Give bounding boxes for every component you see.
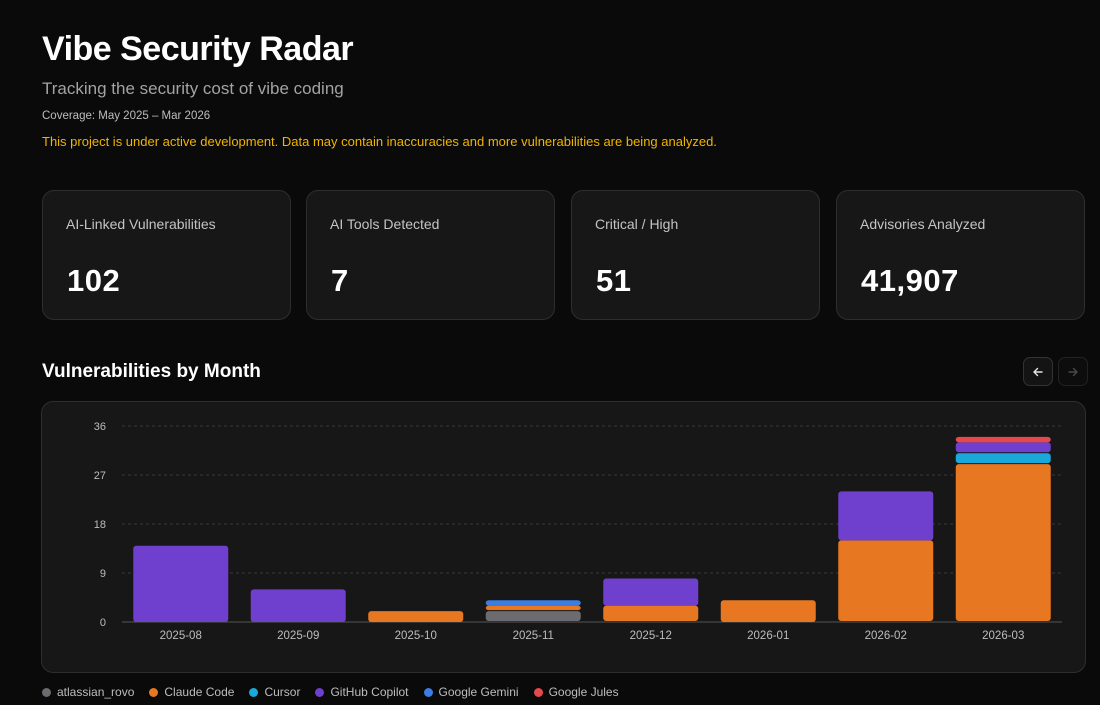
legend-label: Google Jules [548, 685, 619, 699]
x-tick-label: 2026-01 [747, 630, 789, 642]
y-tick-label: 27 [94, 470, 106, 482]
stat-card-critical-high: Critical / High 51 [571, 190, 820, 320]
legend-swatch [42, 687, 51, 697]
x-tick-label: 2025-10 [395, 630, 437, 642]
development-notice: This project is under active development… [42, 134, 717, 149]
page-title: Vibe Security Radar [42, 30, 354, 68]
bar-segment-claude-code-2026-03[interactable] [955, 464, 1051, 621]
bar-segment-claude-code-2026-02[interactable] [838, 540, 934, 621]
arrow-right-icon [1068, 367, 1078, 376]
legend-label: Cursor [264, 685, 301, 699]
y-tick-label: 0 [100, 617, 106, 629]
x-tick-label: 2026-02 [865, 630, 907, 642]
bar-segment-claude-code-2025-11[interactable] [485, 605, 581, 611]
x-tick-label: 2026-03 [982, 630, 1024, 642]
legend-item[interactable]: Google Jules [533, 685, 619, 699]
bar-segment-atlassian-rovo-2025-11[interactable] [485, 611, 581, 621]
stat-value: 41,907 [861, 263, 959, 298]
bar-segment-github-copilot-2025-12[interactable] [603, 578, 699, 606]
previous-page-button[interactable] [1023, 357, 1053, 386]
bar-segment-claude-code-2025-12[interactable] [603, 605, 699, 621]
legend-swatch [533, 687, 543, 697]
stat-card-advisories-analyzed: Advisories Analyzed 41,907 [836, 190, 1085, 320]
legend-swatch [315, 687, 325, 697]
bar-segment-claude-code-2026-01[interactable] [720, 600, 816, 622]
stat-card-ai-linked-vulnerabilities: AI-Linked Vulnerabilities 102 [42, 190, 291, 320]
bar-segment-google-gemini-2025-11[interactable] [485, 600, 581, 606]
legend-swatch [423, 687, 433, 697]
legend-swatch [249, 687, 259, 697]
stacked-bar-chart: 0 9 18 27 36 2025-08 2025-09 2025-10 2025-11 2025… [94, 421, 1062, 642]
legend-item[interactable]: Cursor [249, 685, 300, 699]
stat-value: 51 [596, 263, 632, 298]
stat-label: AI Tools Detected [330, 216, 440, 232]
legend-item[interactable]: atlassian_rovo [42, 685, 134, 699]
page-subtitle: Tracking the security cost of vibe codin… [42, 79, 344, 98]
legend-label: GitHub Copilot [330, 685, 409, 699]
stat-label: Critical / High [595, 216, 679, 232]
legend-item[interactable]: Google Gemini [423, 685, 519, 699]
x-tick-label: 2025-11 [513, 630, 554, 642]
x-tick-label: 2025-12 [630, 630, 672, 642]
stat-label: Advisories Analyzed [860, 216, 986, 232]
chart-section-title: Vulnerabilities by Month [42, 361, 261, 382]
chart-legend: atlassian_rovo Claude Code Cursor GitHub Co… [42, 685, 619, 699]
stat-card-ai-tools-detected: AI Tools Detected 7 [306, 190, 555, 320]
stat-label: AI-Linked Vulnerabilities [66, 216, 216, 232]
bar-segment-github-copilot-2026-03[interactable] [955, 442, 1051, 453]
coverage-range: Coverage: May 2025 – Mar 2026 [42, 110, 211, 122]
chart-container: 0 9 18 27 36 2025-08 2025-09 2025-10 2025-11 2025… [41, 401, 1086, 673]
y-tick-label: 9 [100, 568, 106, 580]
stat-value: 102 [67, 263, 121, 298]
arrow-left-icon [1033, 367, 1043, 376]
bar-segment-google-jules-2026-03[interactable] [955, 436, 1051, 443]
bar-segment-cursor-2026-03[interactable] [955, 453, 1051, 464]
legend-label: atlassian_rovo [57, 685, 135, 699]
stat-value: 7 [331, 263, 349, 298]
bar-segment-github-copilot-2026-02[interactable] [838, 491, 934, 541]
bar-segment-claude-code-2025-10[interactable] [368, 611, 464, 622]
bar-segment-github-copilot-2025-08[interactable] [133, 545, 229, 622]
legend-label: Claude Code [164, 685, 235, 699]
legend-item[interactable]: Claude Code [149, 685, 234, 699]
legend-item[interactable]: GitHub Copilot [315, 685, 409, 699]
bar-segment-github-copilot-2025-09[interactable] [250, 589, 346, 622]
y-tick-label: 36 [94, 421, 106, 433]
next-page-button[interactable] [1058, 357, 1088, 386]
legend-label: Google Gemini [438, 685, 519, 699]
legend-swatch [149, 687, 159, 697]
y-tick-label: 18 [94, 519, 106, 531]
x-tick-label: 2025-09 [277, 630, 319, 642]
x-tick-label: 2025-08 [160, 630, 202, 642]
